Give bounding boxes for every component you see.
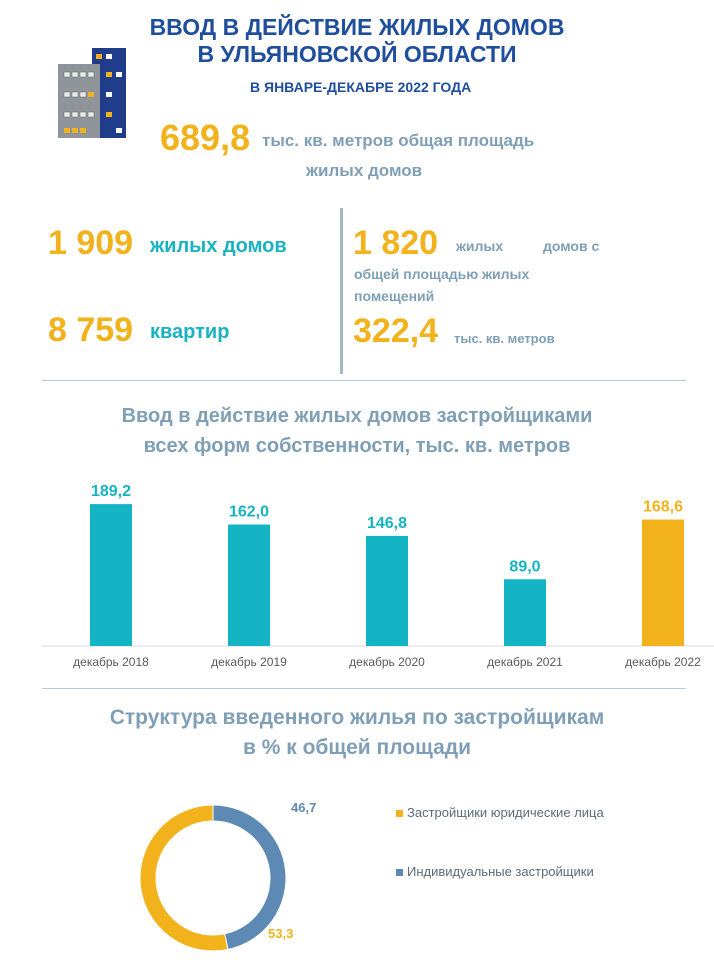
- bar-0: [90, 504, 132, 646]
- bar-chart-title-line1: Ввод в действие жилых домов застройщикам…: [121, 405, 593, 427]
- x-tick-label-1: декабрь 2019: [211, 655, 287, 669]
- houses-count-label: жилых домов: [150, 235, 287, 257]
- individual-houses-value: 1 820: [353, 224, 439, 262]
- total-area-text-line1: тыс. кв. метров общая площадь: [262, 131, 535, 150]
- x-tick-label-4: декабрь 2022: [625, 655, 701, 669]
- legend-label-individual: Индивидуальные застройщики: [407, 864, 594, 879]
- bar-3: [504, 579, 546, 646]
- bar-value-label-3: 89,0: [509, 558, 540, 575]
- flats-count-value: 8 759: [48, 311, 134, 349]
- bar-4: [642, 519, 684, 646]
- donut-slice-1: [212, 804, 287, 951]
- section-divider-2: [42, 688, 686, 689]
- bar-1: [228, 524, 270, 646]
- individual-houses-label-line3: помещений: [354, 288, 435, 304]
- total-area-value: 689,8: [160, 117, 251, 158]
- pie-chart-title-line1: Структура введенного жилья по застройщик…: [109, 706, 605, 729]
- bar-2: [366, 535, 408, 646]
- individual-area-label: тыс. кв. метров: [454, 331, 555, 346]
- page-title-line2: В УЛЬЯНОВСКОЙ ОБЛАСТИ: [197, 41, 517, 67]
- donut-chart: 53,3 46,7: [139, 800, 316, 952]
- donut-slice-0: [139, 804, 229, 952]
- legend-label-legal: Застройщики юридические лица: [407, 805, 604, 820]
- flats-count-label: квартир: [150, 321, 230, 343]
- donut-value-label-1: 46,7: [291, 800, 316, 815]
- x-tick-label-3: декабрь 2021: [487, 655, 563, 669]
- bar-value-label-2: 146,8: [367, 515, 407, 532]
- vertical-divider: [340, 208, 343, 374]
- x-tick-label-2: декабрь 2020: [349, 655, 425, 669]
- donut-value-label-0: 53,3: [268, 926, 293, 941]
- bar-value-label-0: 189,2: [91, 483, 131, 500]
- page-title-line1: ВВОД В ДЕЙСТВИЕ ЖИЛЫХ ДОМОВ: [149, 14, 565, 40]
- houses-count-value: 1 909: [48, 224, 134, 262]
- x-tick-label-0: декабрь 2018: [73, 655, 149, 669]
- individual-area-value: 322,4: [353, 312, 439, 350]
- bar-chart-title-line2: всех форм собственности, тыс. кв. метров: [143, 435, 571, 457]
- bar-value-label-4: 168,6: [643, 499, 683, 516]
- legend-item-individual: Индивидуальные застройщики: [396, 864, 594, 879]
- legend-swatch-legal: [396, 810, 403, 818]
- legend-swatch-individual: [396, 869, 403, 877]
- individual-houses-label-a: жилых: [456, 238, 504, 254]
- bar-value-label-1: 162,0: [229, 504, 269, 521]
- individual-houses-label-b: домов с: [543, 238, 600, 254]
- page-subtitle: В ЯНВАРЕ-ДЕКАБРЕ 2022 ГОДА: [250, 79, 472, 95]
- section-divider-1: [42, 380, 686, 381]
- legend-item-legal: Застройщики юридические лица: [396, 805, 604, 820]
- bar-chart: 189,2 декабрь 2018 162,0 декабрь 2019 146,8 д…: [42, 483, 714, 669]
- pie-chart-title-line2: в % к общей площади: [242, 736, 471, 759]
- individual-houses-label-line2: общей площадью жилых: [354, 266, 530, 282]
- building-icon: [58, 48, 126, 138]
- total-area-text-line2: жилых домов: [306, 161, 423, 180]
